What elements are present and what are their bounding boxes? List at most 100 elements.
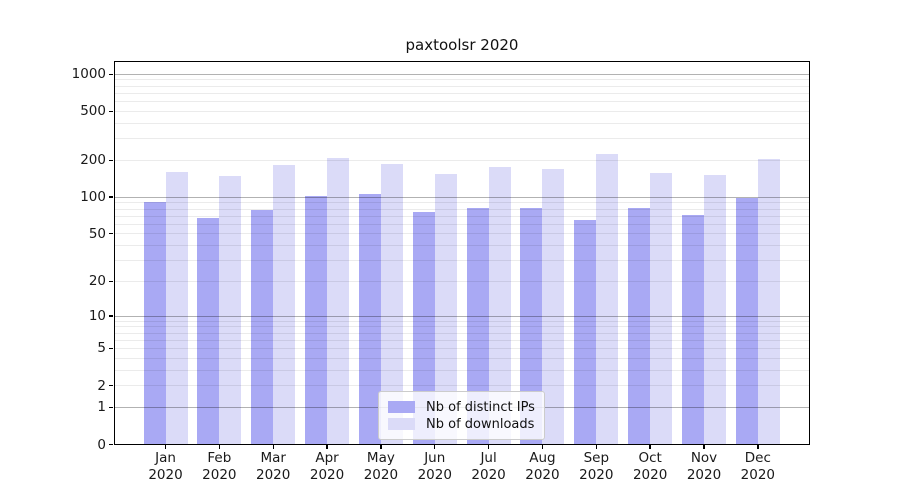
plot-area: [114, 61, 810, 445]
x-tick-label-jan: Jan 2020: [148, 450, 183, 483]
bar-downloads-nov: [704, 174, 726, 445]
x-tick-label-apr: Apr 2020: [309, 450, 345, 483]
y-tick-mark: [109, 315, 113, 317]
x-tick-mark: [649, 445, 651, 449]
y-tick-label: 500: [80, 103, 106, 120]
x-tick-mark: [218, 445, 221, 449]
gridline-minor: [114, 223, 810, 225]
legend: Nb of distinct IPs Nb of downloads: [378, 391, 545, 440]
y-tick-label: 20: [88, 273, 106, 290]
gridline-minor: [114, 208, 810, 210]
x-tick-label-mar: Mar 2020: [256, 450, 291, 483]
y-tick-label: 1000: [71, 66, 106, 83]
x-tick-label-oct: Oct 2020: [632, 450, 668, 483]
y-tick-mark: [109, 443, 113, 446]
gridline-minor: [114, 260, 810, 261]
x-tick-label-jun: Jun 2020: [417, 450, 452, 483]
y-tick-mark: [109, 73, 113, 75]
gridline-minor: [114, 357, 810, 359]
bar-downloads-aug: [542, 169, 565, 445]
y-tick-mark: [109, 196, 113, 198]
y-tick-label: 2: [97, 377, 106, 394]
y-tick-mark: [109, 110, 113, 113]
y-tick-mark: [109, 347, 113, 350]
gridline-minor: [114, 326, 810, 328]
legend-label-ips: Nb of distinct IPs: [426, 399, 535, 415]
x-tick-label-may: May 2020: [363, 450, 399, 483]
y-tick-label: 200: [80, 152, 106, 169]
y-tick-label: 5: [97, 340, 106, 357]
bar-ips-jun: [412, 212, 435, 445]
x-tick-mark: [272, 445, 274, 449]
y-tick-label: 0: [97, 436, 106, 453]
bar-ips-nov: [682, 215, 704, 445]
bar-downloads-jun: [434, 173, 457, 445]
gridline-minor: [114, 202, 810, 204]
gridline-minor: [114, 339, 810, 341]
gridline-minor: [114, 280, 810, 282]
y-tick-mark: [109, 159, 113, 161]
legend-swatch-ips: [388, 401, 415, 413]
gridline-minor: [114, 215, 810, 217]
legend-item-downloads: Nb of downloads: [388, 416, 535, 432]
x-tick-label-nov: Nov 2020: [686, 450, 722, 483]
x-tick-label-feb: Feb 2020: [202, 450, 237, 483]
bar-downloads-sep: [596, 154, 619, 445]
gridline-minor: [114, 79, 810, 81]
gridline-major: [114, 315, 810, 317]
x-tick-mark: [326, 445, 328, 449]
gridline-major: [114, 73, 810, 75]
bar-downloads-may: [380, 164, 403, 445]
x-tick-mark: [164, 445, 167, 449]
bar-downloads-feb: [219, 176, 242, 445]
x-tick-label-sep: Sep 2020: [579, 450, 614, 483]
gridline-minor: [114, 385, 810, 387]
x-tick-label-dec: Dec 2020: [740, 450, 776, 483]
chart-title: paxtoolsr 2020: [405, 36, 519, 54]
x-tick-label-aug: Aug 2020: [525, 450, 560, 483]
y-tick-mark: [109, 233, 113, 235]
bar-ips-sep: [574, 220, 597, 445]
gridline-minor: [114, 101, 810, 103]
bar-downloads-dec: [757, 159, 780, 445]
y-tick-label: 10: [88, 307, 106, 324]
gridline-minor: [114, 138, 810, 140]
y-tick-label: 1: [97, 399, 106, 416]
bar-downloads-mar: [273, 165, 296, 445]
bar-ips-oct: [628, 208, 651, 445]
y-tick-mark: [109, 406, 113, 409]
gridline-major: [114, 196, 810, 198]
bar-ips-jul: [466, 208, 489, 445]
bar-downloads-oct: [650, 172, 673, 445]
gridline-minor: [114, 369, 810, 371]
bar-ips-mar: [251, 210, 274, 445]
legend-label-downloads: Nb of downloads: [426, 416, 535, 432]
bar-downloads-apr: [327, 157, 350, 445]
x-tick-mark: [434, 445, 436, 449]
y-tick-mark: [109, 280, 113, 283]
bar-ips-apr: [305, 196, 328, 445]
gridline-minor: [114, 122, 810, 124]
bar-downloads-jul: [488, 166, 511, 445]
gridline-minor: [114, 85, 810, 87]
y-tick-label: 100: [80, 189, 106, 206]
x-tick-mark: [380, 445, 382, 449]
gridline-minor: [114, 320, 810, 322]
legend-swatch-downloads: [388, 418, 415, 430]
gridline-minor: [114, 233, 810, 235]
y-tick-mark: [109, 384, 113, 387]
x-tick-mark: [703, 445, 705, 449]
bar-ips-aug: [520, 207, 543, 445]
x-tick-mark: [487, 445, 490, 449]
gridline-minor: [114, 159, 810, 161]
x-tick-label-jul: Jul 2020: [471, 450, 506, 483]
x-tick-mark: [757, 445, 759, 449]
gridline-minor: [114, 92, 810, 94]
gridline-minor: [114, 110, 810, 112]
gridline-minor: [114, 245, 810, 246]
legend-item-distinct-ips: Nb of distinct IPs: [388, 399, 535, 415]
x-tick-mark: [595, 445, 597, 449]
bar-ips-feb: [197, 217, 220, 445]
gridline-minor: [114, 348, 810, 349]
